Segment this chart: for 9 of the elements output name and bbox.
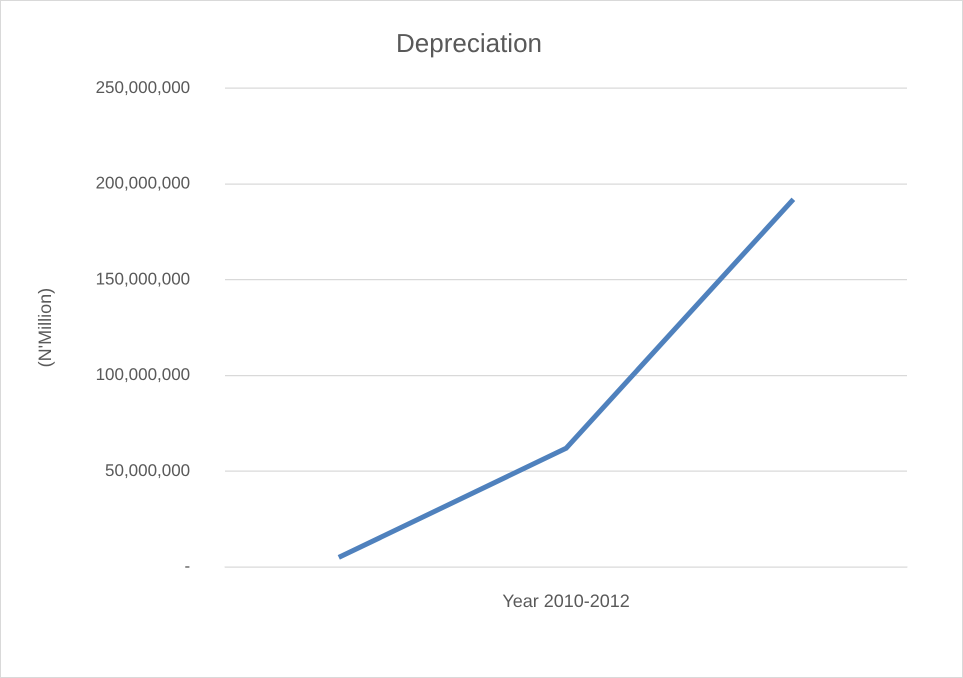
y-tick-label: 250,000,000 [96, 78, 190, 97]
y-tick-label: 200,000,000 [96, 174, 190, 193]
y-tick-label: 50,000,000 [105, 460, 190, 480]
y-tick-label: 100,000,000 [96, 365, 190, 384]
chart-title: Depreciation [396, 28, 542, 58]
y-axis-title: (N'Million) [34, 288, 55, 368]
y-tick-label: 150,000,000 [96, 269, 190, 288]
y-tick-label: - [184, 556, 190, 576]
x-axis-title: Year 2010-2012 [502, 591, 630, 612]
